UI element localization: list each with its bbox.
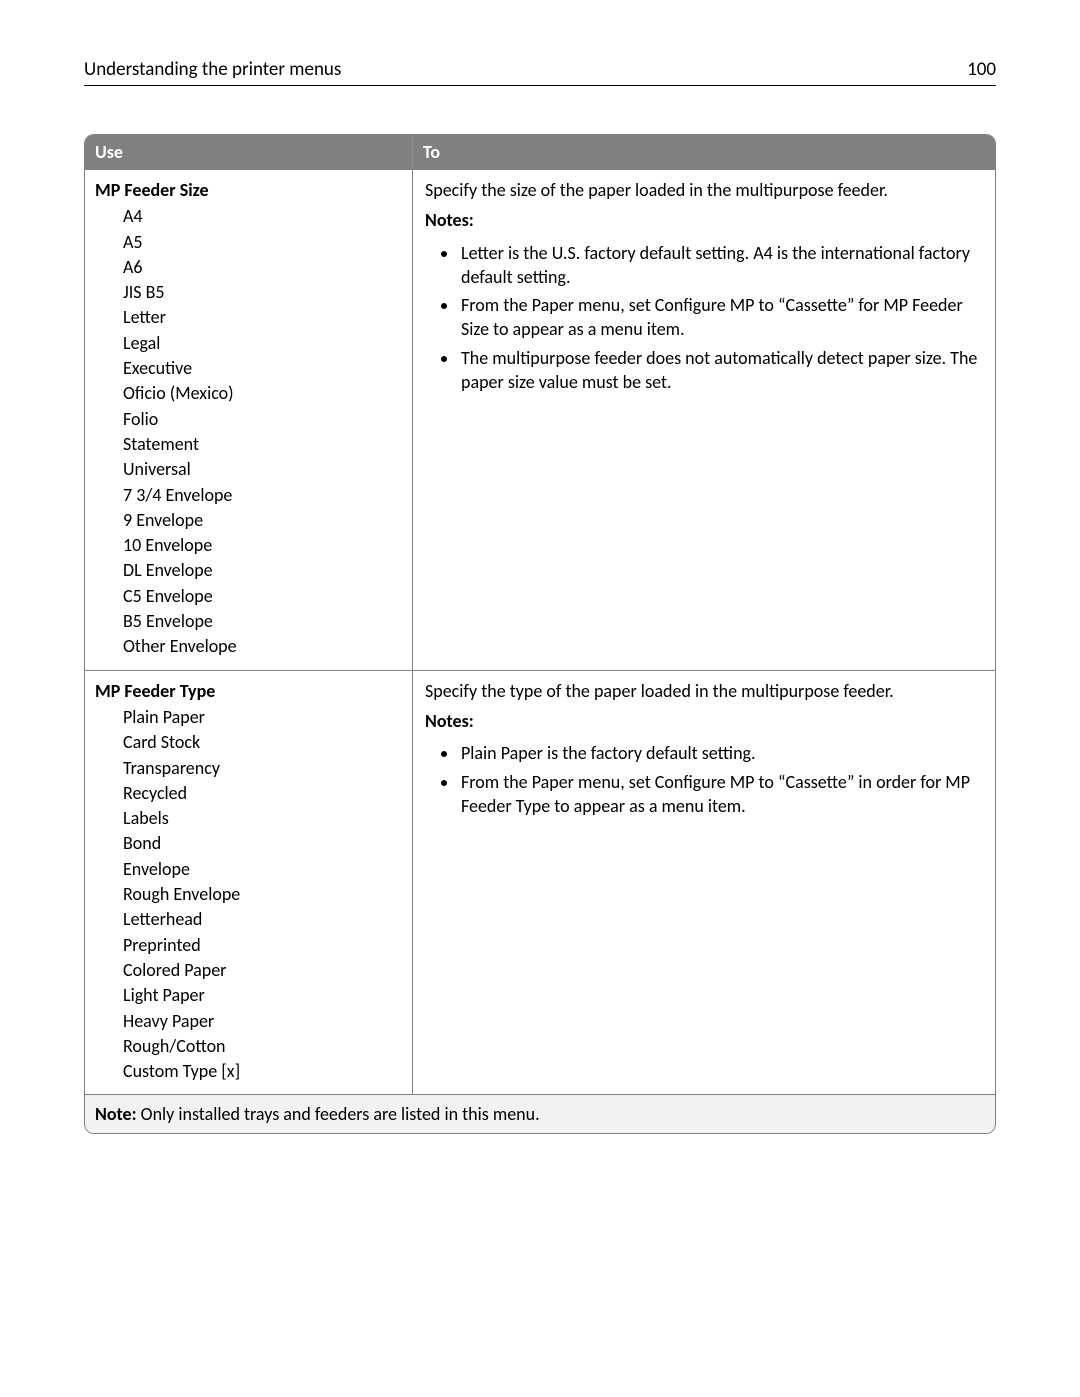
use-option: Transparency [123, 756, 402, 780]
use-option: Recycled [123, 781, 402, 805]
use-option: Letter [123, 305, 402, 329]
use-options-list: Plain Paper Card Stock Transparency Recy… [95, 705, 402, 1083]
note-item: From the Paper menu, set Configure MP to… [459, 293, 983, 342]
use-option: Legal [123, 331, 402, 355]
table-row: MP Feeder Type Plain Paper Card Stock Tr… [85, 670, 995, 1095]
to-description: Specify the size of the paper loaded in … [425, 178, 983, 202]
use-option: A6 [123, 255, 402, 279]
use-option: Light Paper [123, 983, 402, 1007]
to-description: Specify the type of the paper loaded in … [425, 679, 983, 703]
use-option: Colored Paper [123, 958, 402, 982]
table-footer-note: Note: Only installed trays and feeders a… [85, 1094, 995, 1133]
page-number: 100 [967, 58, 996, 81]
use-option: Oficio (Mexico) [123, 381, 402, 405]
use-option: Heavy Paper [123, 1009, 402, 1033]
footer-note-label: Note: [95, 1103, 137, 1125]
use-title: MP Feeder Size [95, 178, 402, 202]
table-row: MP Feeder Size A4 A5 A6 JIS B5 Letter Le… [85, 169, 995, 670]
use-option: 9 Envelope [123, 508, 402, 532]
use-option: Envelope [123, 857, 402, 881]
notes-list: Plain Paper is the factory default setti… [425, 741, 983, 818]
use-option: Preprinted [123, 933, 402, 957]
notes-list: Letter is the U.S. factory default setti… [425, 241, 983, 395]
cell-use: MP Feeder Size A4 A5 A6 JIS B5 Letter Le… [85, 170, 413, 670]
use-option: Labels [123, 806, 402, 830]
page: Understanding the printer menus 100 Use … [0, 0, 1080, 1194]
use-option: DL Envelope [123, 558, 402, 582]
cell-to: Specify the type of the paper loaded in … [413, 671, 995, 1095]
cell-use: MP Feeder Type Plain Paper Card Stock Tr… [85, 671, 413, 1095]
use-option: Custom Type [x] [123, 1059, 402, 1083]
use-option: Letterhead [123, 907, 402, 931]
use-option: JIS B5 [123, 280, 402, 304]
use-option: Universal [123, 457, 402, 481]
notes-heading: Notes: [425, 709, 983, 733]
use-option: Rough/Cotton [123, 1034, 402, 1058]
use-option: A5 [123, 230, 402, 254]
use-title: MP Feeder Type [95, 679, 402, 703]
use-option: Plain Paper [123, 705, 402, 729]
footer-note-text: Only installed trays and feeders are lis… [137, 1103, 540, 1125]
use-option: A4 [123, 204, 402, 228]
use-option: 7 3/4 Envelope [123, 483, 402, 507]
note-item: Plain Paper is the factory default setti… [459, 741, 983, 765]
note-item: The multipurpose feeder does not automat… [459, 346, 983, 395]
use-option: B5 Envelope [123, 609, 402, 633]
use-option: Executive [123, 356, 402, 380]
use-option: Other Envelope [123, 634, 402, 658]
page-header: Understanding the printer menus 100 [84, 58, 996, 86]
use-option: Statement [123, 432, 402, 456]
use-options-list: A4 A5 A6 JIS B5 Letter Legal Executive O… [95, 204, 402, 658]
use-option: Folio [123, 407, 402, 431]
note-item: From the Paper menu, set Configure MP to… [459, 770, 983, 819]
col-header-to: To [413, 135, 995, 169]
use-option: C5 Envelope [123, 584, 402, 608]
header-title: Understanding the printer menus [84, 58, 341, 81]
menu-table: Use To MP Feeder Size A4 A5 A6 JIS B5 Le… [84, 134, 996, 1134]
use-option: Bond [123, 831, 402, 855]
use-option: Rough Envelope [123, 882, 402, 906]
use-option: Card Stock [123, 730, 402, 754]
table-header-row: Use To [85, 135, 995, 169]
note-item: Letter is the U.S. factory default setti… [459, 241, 983, 290]
col-header-use: Use [85, 135, 413, 169]
notes-heading: Notes: [425, 208, 983, 232]
use-option: 10 Envelope [123, 533, 402, 557]
cell-to: Specify the size of the paper loaded in … [413, 170, 995, 670]
